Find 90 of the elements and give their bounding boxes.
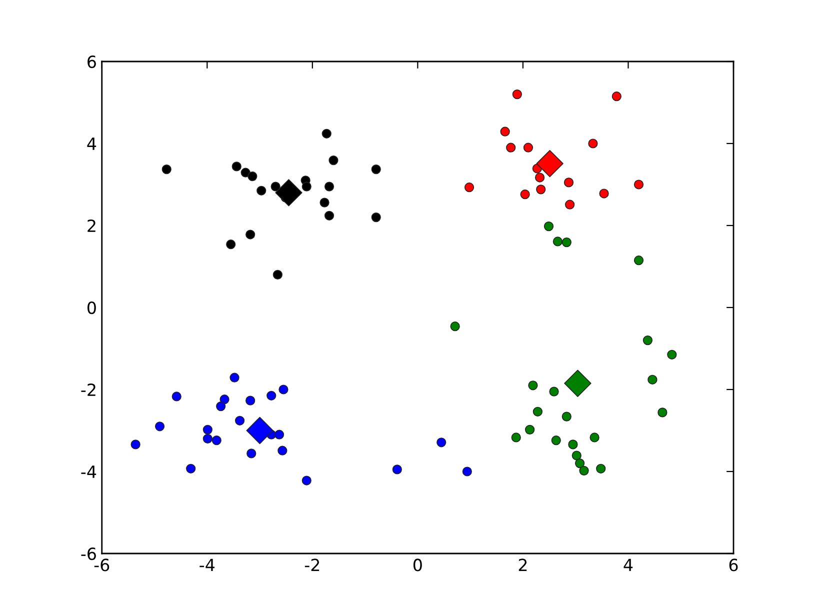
point [564,370,592,397]
point [536,184,546,194]
x-tick-label: 6 [729,558,738,572]
point [130,440,140,450]
point [523,142,534,152]
point [612,92,622,102]
point [232,162,242,172]
point [551,436,561,446]
point [328,156,338,166]
point [272,270,282,280]
point [226,240,236,250]
point [648,374,658,384]
point [216,402,226,412]
point [596,464,606,474]
point [634,180,644,190]
point [186,464,196,474]
x-tick-label: 2 [518,558,527,572]
point [552,236,563,246]
point [506,142,516,152]
point [634,256,644,266]
point [562,412,572,422]
point [562,238,572,248]
x-tick-label: 4 [624,558,633,572]
point [202,434,212,444]
point [234,416,245,426]
point [230,372,240,382]
point [154,422,165,432]
point [464,182,474,192]
y-tick-label: 6 [88,55,96,68]
point [599,188,609,198]
point [246,448,256,458]
point [590,432,600,442]
point [579,466,589,476]
point [245,230,256,240]
point [278,384,288,394]
y-tick-label: 2 [88,219,96,232]
point [520,190,530,200]
point [246,416,274,444]
point [532,406,543,416]
point [172,392,182,402]
x-tick-label: 0 [413,558,422,572]
point [549,386,559,396]
point [302,182,312,192]
point [220,394,230,404]
point [658,408,668,418]
point [270,182,280,192]
point [324,182,334,192]
y-tick-label: 4 [87,138,96,150]
y-tick-label: -2 [81,383,96,396]
y-tick-label: -4 [81,466,96,478]
point [564,178,574,188]
point [588,138,598,148]
point [500,126,510,136]
point [667,350,677,360]
x-tick-label: -4 [200,558,215,572]
point [564,200,575,210]
point [256,186,266,196]
point [524,424,535,434]
point [371,212,381,222]
point [202,424,212,434]
point [245,396,256,406]
point [450,322,460,332]
x-tick-label: -2 [304,558,320,572]
point [544,222,554,232]
point [212,436,222,446]
point [392,464,402,474]
point [528,380,538,390]
point [324,210,334,220]
point [436,438,446,448]
point [248,171,258,182]
point [534,172,545,182]
point [320,198,330,208]
point [574,458,585,468]
point [278,446,288,456]
point [642,335,653,346]
point [266,390,276,400]
point [322,128,332,138]
point [568,440,578,450]
y-tick-label: -6 [81,547,96,560]
point [371,164,381,174]
point [275,179,302,206]
point [302,476,312,486]
point [536,150,564,178]
point [162,164,172,174]
point [274,430,284,440]
point [511,432,521,442]
point [512,89,522,100]
point [462,466,472,476]
y-tick-label: 0 [88,301,96,314]
point [572,450,582,460]
